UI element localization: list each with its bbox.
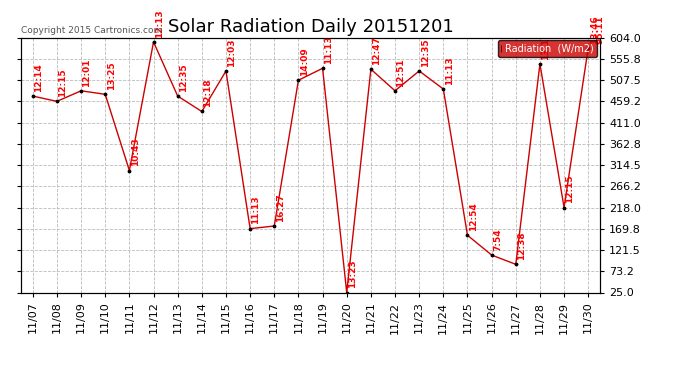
Legend: Radiation  (W/m2): Radiation (W/m2) [498,40,598,57]
Text: 12:03: 12:03 [228,38,237,67]
Text: 16:27: 16:27 [276,193,285,222]
Text: 12:51: 12:51 [397,58,406,87]
Text: 12:35: 12:35 [179,63,188,92]
Text: 12:15: 12:15 [59,69,68,97]
Text: Copyright 2015 Cartronics.com: Copyright 2015 Cartronics.com [21,26,162,35]
Text: 11:13: 11:13 [252,196,261,225]
Text: 12:01: 12:01 [83,58,92,87]
Text: 13:1: 13:1 [542,38,551,60]
Title: Solar Radiation Daily 20151201: Solar Radiation Daily 20151201 [168,18,453,36]
Text: 14:09: 14:09 [300,47,309,76]
Text: 11:13: 11:13 [324,36,333,64]
Text: 10:43: 10:43 [131,138,140,166]
Text: 13:23: 13:23 [348,260,357,288]
Text: 7:54: 7:54 [493,228,502,251]
Text: 12:38: 12:38 [518,231,526,260]
Text: 12:15: 12:15 [566,175,575,203]
Text: 11:13: 11:13 [445,56,454,85]
Text: 13:46: 13:46 [590,15,599,44]
Text: 12:35: 12:35 [421,38,430,67]
Text: 13:25: 13:25 [107,62,116,90]
Text: 12:54: 12:54 [469,202,478,231]
Text: 12:18: 12:18 [204,79,213,107]
Text: 12:47: 12:47 [373,36,382,65]
Text: 12:14: 12:14 [34,63,43,92]
Text: 95:11: 95:11 [595,15,604,44]
Text: 12:13: 12:13 [155,9,164,38]
